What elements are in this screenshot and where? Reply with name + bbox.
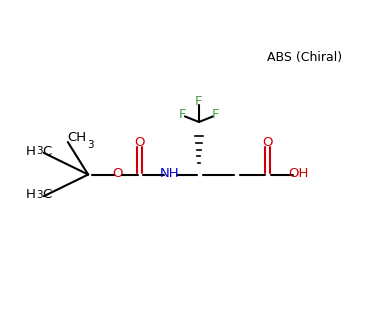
Text: F: F: [179, 108, 186, 121]
Text: C: C: [42, 188, 51, 201]
Text: H: H: [26, 145, 36, 158]
Text: 3: 3: [36, 146, 42, 156]
Text: O: O: [135, 136, 145, 149]
Text: OH: OH: [288, 167, 309, 179]
Text: CH: CH: [67, 131, 87, 144]
Text: NH: NH: [160, 167, 179, 179]
Text: O: O: [262, 136, 272, 149]
Text: 3: 3: [36, 190, 42, 200]
Text: F: F: [195, 95, 203, 108]
Text: ABS (Chiral): ABS (Chiral): [267, 51, 342, 64]
Text: 3: 3: [87, 139, 94, 149]
Text: H: H: [26, 188, 36, 201]
Text: C: C: [42, 145, 51, 158]
Text: F: F: [212, 108, 219, 121]
Text: O: O: [112, 167, 123, 179]
